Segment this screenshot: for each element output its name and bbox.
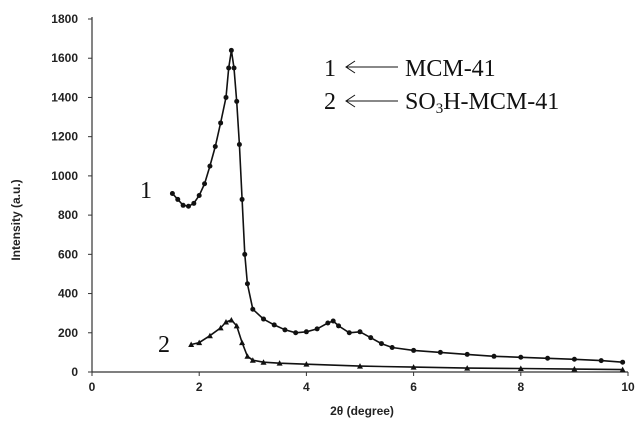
y-tick-label: 1800 (51, 12, 78, 26)
data-point (250, 306, 256, 312)
data-point (325, 320, 331, 326)
y-tick-label: 1600 (51, 51, 78, 65)
y-tick-label: 800 (58, 208, 78, 222)
data-point (389, 344, 395, 350)
data-point (282, 327, 288, 333)
left-arrow-icon (345, 94, 398, 108)
x-tick-label: 2 (196, 380, 203, 394)
series-layer (169, 47, 626, 373)
data-point (249, 357, 256, 363)
legend-number-2: 2 (324, 89, 336, 115)
data-point (207, 163, 213, 169)
data-point (271, 322, 277, 328)
tick-labels: 0 200 400 600 800 1000 1200 1400 1600 1800 0 2 4 6 8 10 (51, 12, 635, 394)
data-point (571, 356, 577, 362)
data-point (196, 339, 203, 346)
x-tick-label: 0 (89, 380, 96, 394)
data-point (218, 120, 224, 126)
data-point (346, 330, 352, 336)
data-point (239, 196, 245, 202)
data-point (188, 341, 195, 348)
series-2 (188, 317, 626, 373)
data-point (261, 316, 267, 322)
data-point (228, 47, 234, 53)
legend: 1 MCM-41 2 SO3H-MCM-41 (324, 56, 559, 117)
data-point (231, 65, 237, 71)
data-point (620, 359, 626, 365)
data-point (545, 355, 551, 361)
legend-label-1: MCM-41 (405, 56, 496, 82)
data-point (202, 181, 208, 187)
legend-number-1: 1 (324, 56, 336, 82)
y-tick-label: 600 (58, 247, 78, 261)
data-point (378, 341, 384, 347)
data-point (244, 281, 250, 287)
data-point (368, 335, 374, 341)
data-point (464, 351, 470, 357)
legend-label-2: SO3H-MCM-41 (405, 89, 559, 117)
data-point (191, 200, 197, 206)
data-point (239, 339, 246, 346)
data-point (244, 353, 251, 359)
data-point (518, 354, 524, 360)
data-point (517, 365, 524, 371)
y-tick-label: 0 (71, 365, 78, 379)
curve-label-2: 2 (158, 332, 170, 358)
data-point (180, 202, 186, 208)
data-point (236, 142, 242, 148)
series-line-2 (191, 319, 623, 371)
data-point (234, 98, 240, 104)
data-point (303, 361, 310, 367)
data-point (175, 196, 181, 202)
data-point (223, 318, 229, 325)
curve-label-1: 1 (140, 178, 152, 204)
y-tick-label: 1400 (51, 90, 78, 104)
data-point (212, 143, 218, 149)
x-tick-label: 6 (410, 380, 417, 394)
data-point (233, 322, 240, 329)
data-point (336, 323, 342, 329)
x-tick-label: 4 (303, 380, 310, 394)
axes (91, 17, 628, 373)
data-point (410, 364, 417, 370)
x-tick-label: 10 (621, 380, 635, 394)
data-point (598, 358, 604, 364)
data-point (260, 359, 267, 365)
data-point (169, 191, 175, 197)
data-point (217, 324, 224, 331)
data-point (303, 329, 309, 335)
data-point (491, 353, 497, 359)
data-point (223, 94, 229, 100)
left-arrow-icon (345, 60, 398, 74)
data-point (411, 347, 417, 353)
data-point (330, 318, 336, 324)
data-point (464, 365, 471, 371)
data-point (293, 330, 299, 336)
y-tick-label: 200 (58, 326, 78, 340)
y-axis-title: Intensity (a.u.) (9, 179, 23, 260)
y-tick-label: 1200 (51, 130, 78, 144)
data-point (276, 360, 283, 366)
data-point (196, 193, 202, 198)
data-point (185, 203, 191, 209)
y-tick-label: 400 (58, 287, 78, 301)
data-point (206, 332, 213, 339)
x-tick-label: 8 (517, 380, 524, 394)
data-point (437, 349, 443, 355)
data-point (226, 65, 232, 71)
data-point (619, 366, 626, 373)
data-point (357, 329, 363, 335)
y-tick-label: 1000 (51, 169, 78, 183)
data-point (357, 363, 363, 369)
x-axis-title: 2θ (degree) (330, 404, 394, 418)
series-1 (169, 47, 626, 365)
data-point (228, 317, 235, 323)
data-point (571, 366, 578, 372)
data-point (242, 251, 248, 257)
data-point (314, 326, 320, 332)
